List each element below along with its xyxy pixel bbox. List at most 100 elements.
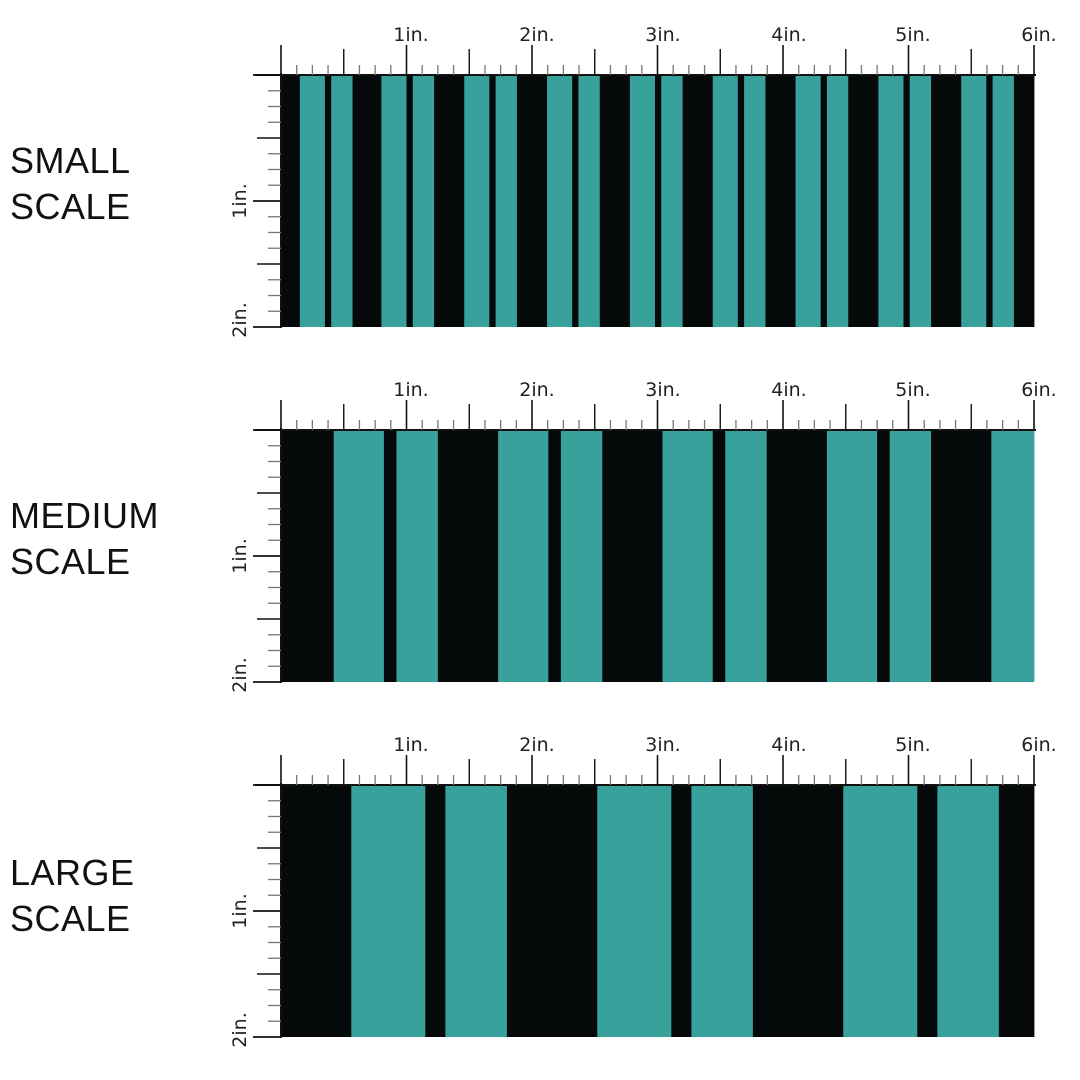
top-ruler-label: 4in. [771, 734, 806, 756]
black-stripe [572, 75, 579, 327]
top-ruler [255, 755, 1036, 786]
black-stripe [599, 75, 631, 327]
black-stripe [917, 785, 938, 1037]
scale-label-line1: MEDIUM [10, 495, 159, 536]
top-ruler-labels: 1in. 2in. 3in. 4in. 5in. 6in. [393, 379, 1056, 401]
black-stripe [548, 430, 562, 682]
top-ruler-label: 4in. [771, 24, 806, 46]
black-stripe [820, 75, 828, 327]
top-ruler-labels: 1in. 2in. 3in. 4in. 5in. 6in. [393, 24, 1056, 46]
black-stripe [903, 75, 911, 327]
black-stripe [425, 785, 446, 1037]
teal-stripe [744, 75, 766, 327]
top-ruler-label: 4in. [771, 379, 806, 401]
teal-stripe [889, 430, 932, 682]
side-ruler-label: 2in. [229, 302, 251, 337]
black-stripe [848, 75, 879, 327]
side-ruler-label: 1in. [229, 893, 251, 928]
black-stripe [437, 430, 499, 682]
stripe-group [281, 75, 1035, 327]
black-stripe [281, 75, 301, 327]
teal-stripe [725, 430, 768, 682]
teal-stripe [578, 75, 601, 327]
black-stripe [986, 75, 993, 327]
black-stripe [998, 785, 1035, 1037]
teal-stripe [661, 75, 683, 327]
black-stripe [434, 75, 465, 327]
top-ruler-labels: 1in. 2in. 3in. 4in. 5in. 6in. [393, 734, 1056, 756]
teal-stripe [445, 785, 508, 1037]
teal-stripe [991, 430, 1035, 682]
black-stripe [281, 430, 335, 682]
teal-stripe [992, 75, 1015, 327]
stripe-group [281, 430, 1035, 682]
teal-stripe [351, 785, 426, 1037]
teal-stripe [662, 430, 714, 682]
swatch-panel-large: 1in. 2in. 3in. 4in. 5in. 6in. 1in. 2in. [229, 734, 1057, 1048]
swatch-panel-medium: 1in. 2in. 3in. 4in. 5in. 6in. 1in. 2in. [229, 379, 1057, 693]
top-ruler-label: 3in. [645, 24, 680, 46]
top-ruler-label: 6in. [1021, 734, 1056, 756]
top-ruler-label: 1in. [393, 24, 428, 46]
teal-stripe [795, 75, 822, 327]
black-stripe [352, 75, 382, 327]
teal-stripe [381, 75, 407, 327]
black-stripe [281, 785, 352, 1037]
top-ruler [255, 45, 1036, 76]
top-ruler-label: 2in. [519, 734, 554, 756]
top-ruler-label: 1in. [393, 379, 428, 401]
side-ruler [253, 73, 282, 328]
black-stripe [1013, 75, 1035, 327]
black-stripe [602, 430, 663, 682]
scale-label-line2: SCALE [10, 541, 131, 582]
swatch-panel-small: 1in. 2in. 3in. 4in. 5in. 6in. 1in. 2in. [229, 24, 1057, 338]
black-stripe [752, 785, 844, 1037]
teal-stripe [826, 430, 878, 682]
teal-stripe [826, 75, 849, 327]
top-ruler [255, 400, 1036, 431]
side-ruler-labels: 1in. 2in. [229, 893, 251, 1047]
teal-stripe [331, 75, 353, 327]
side-ruler [253, 783, 282, 1038]
teal-stripe [560, 430, 603, 682]
black-stripe [506, 785, 598, 1037]
teal-stripe [597, 785, 672, 1037]
side-ruler-labels: 1in. 2in. [229, 183, 251, 337]
top-ruler-label: 5in. [895, 379, 930, 401]
top-ruler-label: 5in. [895, 24, 930, 46]
scale-label-line1: SMALL [10, 140, 131, 181]
top-ruler-label: 6in. [1021, 379, 1056, 401]
top-ruler-label: 2in. [519, 24, 554, 46]
teal-stripe [629, 75, 656, 327]
side-ruler [253, 428, 282, 683]
teal-stripe [712, 75, 739, 327]
teal-stripe [333, 430, 385, 682]
scale-label-line1: LARGE [10, 852, 135, 893]
teal-stripe [495, 75, 518, 327]
teal-stripe [498, 430, 549, 682]
teal-stripe [937, 785, 1000, 1037]
scale-label-line2: SCALE [10, 898, 131, 939]
black-stripe [766, 430, 828, 682]
black-stripe [516, 75, 548, 327]
side-ruler-labels: 1in. 2in. [229, 538, 251, 692]
scale-label-large: LARGE SCALE [10, 850, 135, 942]
black-stripe [682, 75, 714, 327]
top-ruler-label: 3in. [645, 734, 680, 756]
top-ruler-label: 5in. [895, 734, 930, 756]
black-stripe [737, 75, 745, 327]
teal-stripe [909, 75, 932, 327]
top-ruler-label: 1in. [393, 734, 428, 756]
teal-stripe [843, 785, 918, 1037]
teal-stripe [464, 75, 490, 327]
scale-label-line2: SCALE [10, 186, 131, 227]
black-stripe [489, 75, 497, 327]
side-ruler-label: 2in. [229, 657, 251, 692]
scale-label-small: SMALL SCALE [10, 138, 131, 230]
black-stripe [877, 430, 891, 682]
side-ruler-label: 1in. [229, 183, 251, 218]
stripe-group [281, 785, 1035, 1037]
teal-stripe [396, 430, 439, 682]
side-ruler-label: 1in. [229, 538, 251, 573]
black-stripe [712, 430, 726, 682]
